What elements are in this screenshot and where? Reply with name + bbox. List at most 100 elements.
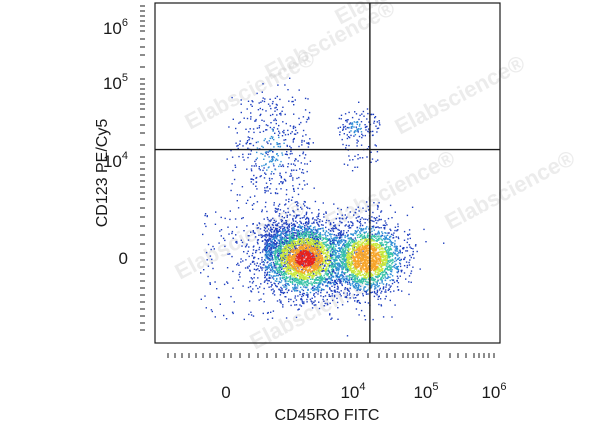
event-dot: [329, 314, 331, 316]
event-dot: [272, 235, 275, 237]
event-dot: [274, 221, 276, 224]
event-dot: [264, 235, 266, 237]
event-dot: [322, 230, 325, 232]
event-dot: [275, 259, 277, 261]
event-dot: [305, 227, 307, 230]
event-dot: [338, 268, 340, 271]
event-dot: [337, 207, 339, 210]
event-dot: [306, 163, 308, 165]
event-dot: [304, 234, 306, 236]
event-dot: [279, 250, 281, 253]
event-dot: [339, 266, 342, 268]
event-dot: [378, 202, 380, 204]
event-dot: [268, 280, 270, 282]
event-dot: [312, 278, 314, 280]
event-dot: [292, 241, 295, 243]
event-dot: [317, 231, 319, 233]
event-dot: [263, 229, 266, 231]
event-dot: [257, 291, 260, 293]
event-dot: [321, 258, 323, 260]
event-dot: [287, 255, 289, 258]
event-dot: [296, 242, 298, 245]
event-dot: [284, 235, 286, 237]
event-dot: [297, 235, 300, 238]
event-dot: [303, 276, 305, 278]
event-dot: [256, 127, 259, 129]
event-dot: [309, 270, 312, 273]
event-dot: [294, 229, 296, 232]
event-dot: [327, 243, 329, 246]
event-dot: [276, 234, 279, 236]
event-dot: [320, 236, 322, 239]
event-dot: [355, 285, 357, 288]
event-dot: [321, 256, 323, 258]
event-dot: [205, 307, 207, 309]
event-dot: [268, 245, 270, 248]
event-dot: [240, 239, 242, 241]
event-dot: [382, 283, 385, 285]
event-dot: [326, 303, 329, 306]
event-dot: [344, 247, 347, 249]
event-dot: [301, 231, 304, 233]
event-dot: [397, 282, 400, 284]
event-dot: [310, 262, 312, 264]
event-dot: [360, 281, 363, 283]
event-dot: [261, 234, 263, 236]
event-dot: [303, 253, 305, 256]
event-dot: [348, 281, 351, 283]
event-dot: [264, 266, 267, 268]
event-dot: [204, 295, 206, 297]
event-dot: [385, 241, 387, 243]
event-dot: [285, 261, 287, 264]
event-dot: [339, 280, 341, 282]
event-dot: [331, 290, 333, 292]
event-dot: [379, 237, 381, 239]
event-dot: [291, 290, 293, 292]
event-dot: [267, 151, 269, 153]
event-dot: [264, 255, 266, 257]
event-dot: [266, 225, 268, 228]
event-dot: [366, 290, 368, 292]
event-dot: [396, 254, 398, 257]
event-dot: [311, 307, 314, 309]
event-dot: [217, 296, 220, 299]
event-dot: [343, 163, 346, 165]
event-dot: [276, 268, 278, 270]
event-dot: [397, 270, 400, 272]
event-dot: [284, 267, 286, 270]
event-dot: [236, 242, 238, 244]
event-dot: [268, 257, 270, 259]
event-dot: [316, 242, 318, 244]
event-dot: [292, 272, 294, 274]
event-dot: [295, 286, 297, 288]
event-dot: [267, 228, 270, 230]
event-dot: [264, 245, 267, 248]
event-dot: [292, 254, 294, 257]
event-dot: [330, 245, 332, 247]
event-dot: [284, 271, 286, 273]
event-dot: [296, 252, 299, 255]
event-dot: [294, 280, 296, 283]
event-dot: [235, 234, 237, 236]
event-dot: [328, 264, 331, 267]
event-dot: [388, 253, 391, 255]
event-dot: [337, 241, 339, 244]
event-dot: [288, 284, 290, 286]
event-dot: [254, 232, 256, 234]
event-dot: [270, 264, 273, 266]
event-dot: [275, 246, 277, 249]
event-dot: [283, 257, 285, 259]
event-dot: [356, 300, 359, 302]
event-dot: [312, 217, 314, 219]
event-dot: [281, 289, 283, 291]
event-dot: [294, 267, 297, 269]
event-dot: [357, 216, 359, 218]
event-dot: [347, 136, 350, 138]
event-dot: [307, 246, 309, 249]
event-dot: [302, 243, 304, 245]
event-dot: [378, 289, 381, 291]
event-dot: [256, 201, 259, 203]
event-dot: [341, 284, 343, 287]
event-dot: [291, 256, 293, 258]
event-dot: [229, 218, 231, 221]
